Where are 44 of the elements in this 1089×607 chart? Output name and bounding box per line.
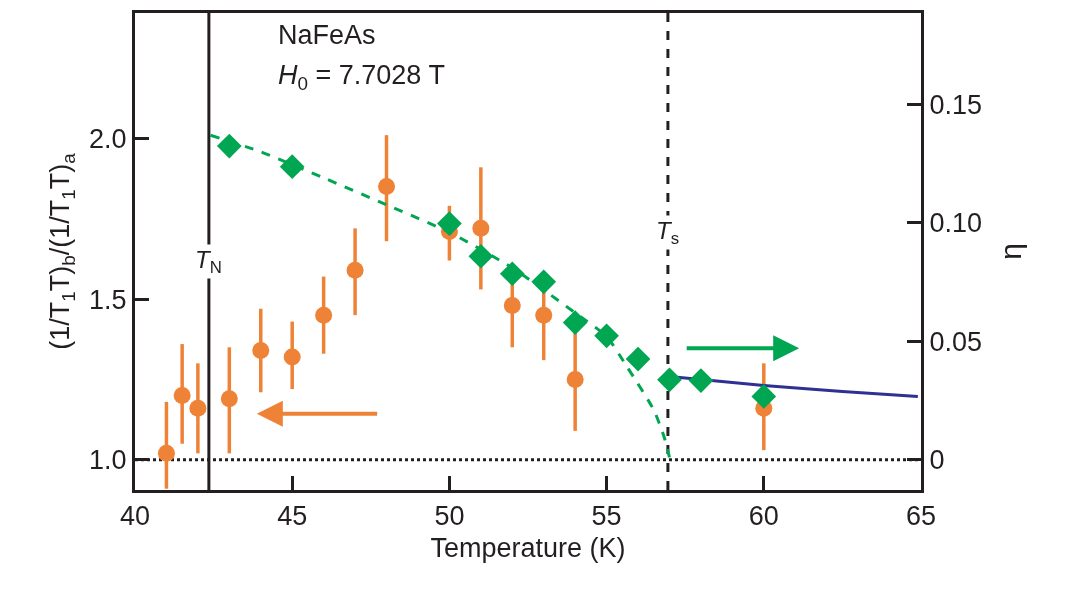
x-tick-label: 45: [277, 501, 308, 532]
y-tick-label: 2.0: [89, 123, 127, 154]
point: [472, 219, 490, 237]
point: [279, 154, 305, 180]
y2-tick-label: 0.10: [929, 208, 982, 239]
y2-tick-label: 0.05: [929, 326, 982, 357]
point: [657, 367, 682, 393]
annotation: NaFeAs: [278, 20, 376, 50]
point: [594, 323, 619, 349]
point: [346, 261, 364, 279]
point: [625, 346, 651, 372]
point: [189, 399, 207, 417]
point: [252, 342, 270, 359]
y-tick-label: 1.0: [89, 445, 127, 476]
x-tick-label: 60: [748, 501, 779, 532]
y2-tick-label: 0.15: [929, 89, 982, 120]
x-tick-label: 55: [591, 501, 622, 532]
point: [531, 269, 557, 295]
point: [468, 243, 494, 269]
x-axis-title: Temperature (K): [430, 532, 626, 563]
point: [157, 444, 175, 462]
x-tick-label: 50: [434, 501, 465, 532]
y-tick-label: 1.5: [89, 284, 127, 315]
point: [220, 390, 238, 408]
point: [499, 261, 525, 287]
point: [216, 133, 242, 159]
point: [173, 387, 191, 404]
point: [437, 211, 462, 236]
annotation: H$_{0}$ = 7.7028 T: [278, 60, 445, 94]
point: [566, 370, 584, 388]
y2-axis-title: η: [994, 243, 1028, 260]
y2-tick-label: 0: [929, 445, 945, 476]
point: [378, 178, 396, 196]
x-tick-label: 40: [119, 501, 151, 532]
ref-line-label: T$_{s}$: [656, 217, 680, 249]
point: [535, 306, 553, 324]
point: [562, 310, 588, 335]
ref-line-label: T$_{N}$: [195, 246, 222, 278]
point: [503, 297, 521, 314]
point: [751, 384, 777, 409]
x-tick-label: 65: [905, 501, 937, 532]
point: [688, 368, 714, 393]
point: [315, 306, 333, 324]
point: [283, 348, 301, 366]
